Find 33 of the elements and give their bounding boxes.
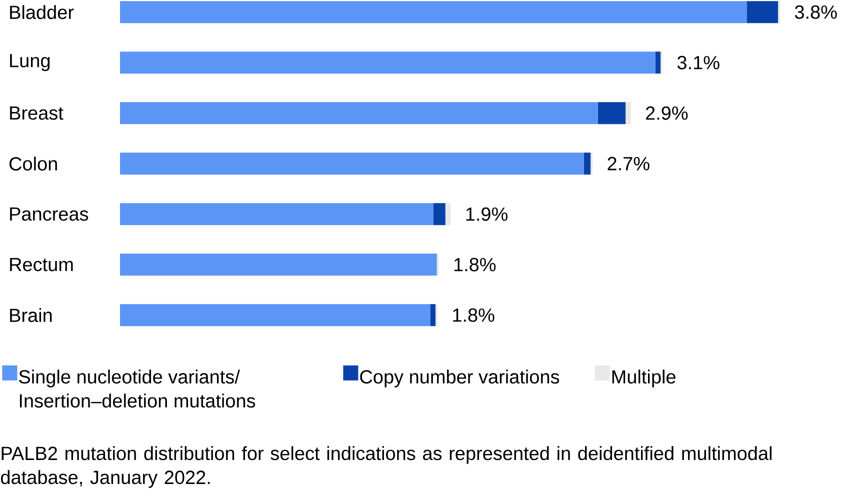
text: PALB2 mutation distribution for select indications as represented in deidentified multimodal database, January 2022. — [1, 446, 772, 488]
y-tick-label: Lung — [10, 54, 50, 72]
bar — [120, 102, 598, 124]
y-tick-label: Bladder — [10, 5, 74, 20]
bar — [626, 102, 631, 124]
bar — [584, 152, 591, 175]
annotation: 1.9% — [466, 207, 508, 221]
bar — [430, 304, 436, 326]
bar — [120, 152, 584, 175]
bar — [120, 203, 434, 226]
bar — [120, 52, 656, 74]
y-tick-label: Pancreas — [10, 207, 88, 221]
legend-label: Single nucleotide variants/ Insertion–deletion mutations — [19, 370, 256, 408]
annotation: 1.8% — [453, 308, 494, 322]
annotation: 3.1% — [677, 56, 720, 70]
bar — [655, 52, 661, 74]
bar — [445, 203, 451, 226]
annotation: 1.8% — [454, 258, 496, 272]
legend-label: Copy number variations — [360, 370, 560, 388]
bar — [120, 1, 747, 24]
y-tick-label: Brain — [10, 308, 52, 322]
bar — [120, 304, 430, 326]
bar — [747, 1, 778, 24]
y-tick-label: Breast — [10, 106, 64, 120]
annotation: 2.7% — [608, 156, 650, 170]
legend-label: Multiple — [612, 370, 676, 388]
y-tick-label: Rectum — [10, 258, 73, 272]
bar — [434, 203, 446, 226]
annotation: 2.9% — [646, 106, 688, 120]
annotation: 3.8% — [794, 5, 837, 19]
y-tick-label: Colon — [10, 156, 57, 171]
bar — [598, 102, 626, 124]
bar — [120, 254, 437, 276]
